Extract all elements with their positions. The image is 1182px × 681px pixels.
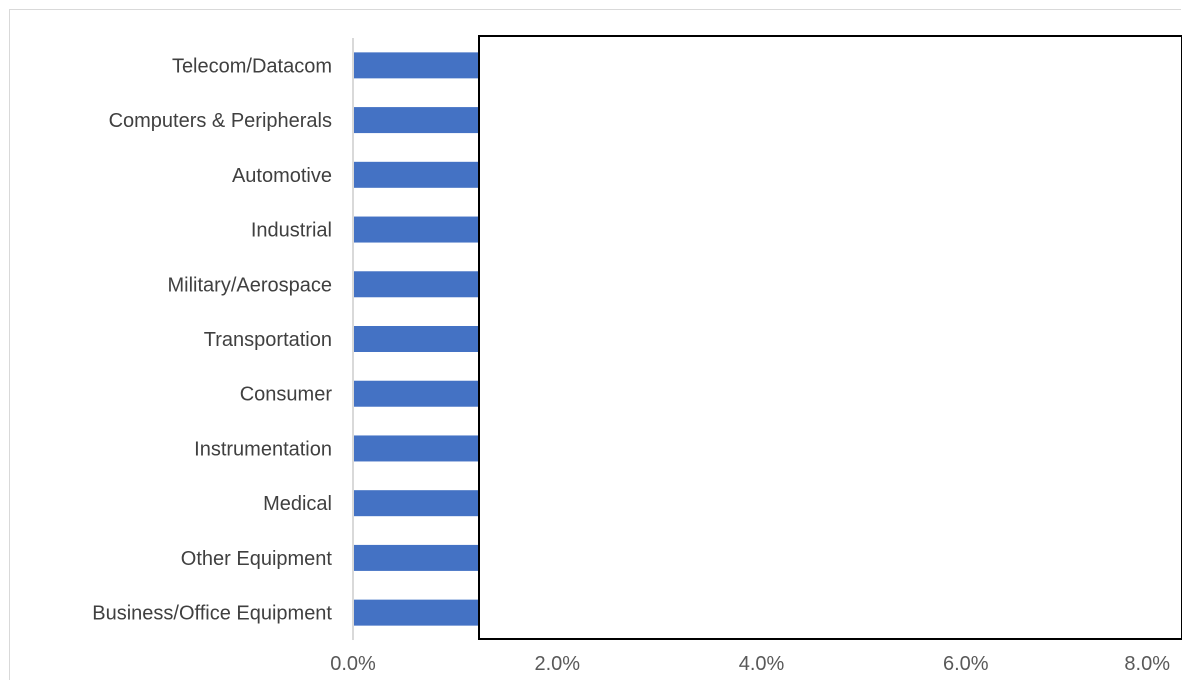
category-label: Transportation xyxy=(204,329,332,351)
category-label: Military/Aerospace xyxy=(167,274,332,296)
category-label: Instrumentation xyxy=(194,438,332,460)
x-tick-label: 6.0% xyxy=(943,653,989,675)
category-label: Computers & Peripherals xyxy=(109,110,332,132)
chart-frame xyxy=(9,9,1181,680)
category-label: Other Equipment xyxy=(181,548,333,570)
category-label: Business/Office Equipment xyxy=(92,603,332,625)
category-label: Consumer xyxy=(240,384,333,406)
x-tick-label: 2.0% xyxy=(534,653,580,675)
category-label: Medical xyxy=(263,493,332,515)
category-label: Industrial xyxy=(251,220,332,242)
x-tick-label: 8.0% xyxy=(1124,653,1170,675)
overlay-box xyxy=(478,35,1182,640)
category-label: Telecom/Datacom xyxy=(172,55,332,77)
x-tick-label: 0.0% xyxy=(330,653,376,675)
x-tick-label: 4.0% xyxy=(739,653,785,675)
category-label: Automotive xyxy=(232,165,332,187)
